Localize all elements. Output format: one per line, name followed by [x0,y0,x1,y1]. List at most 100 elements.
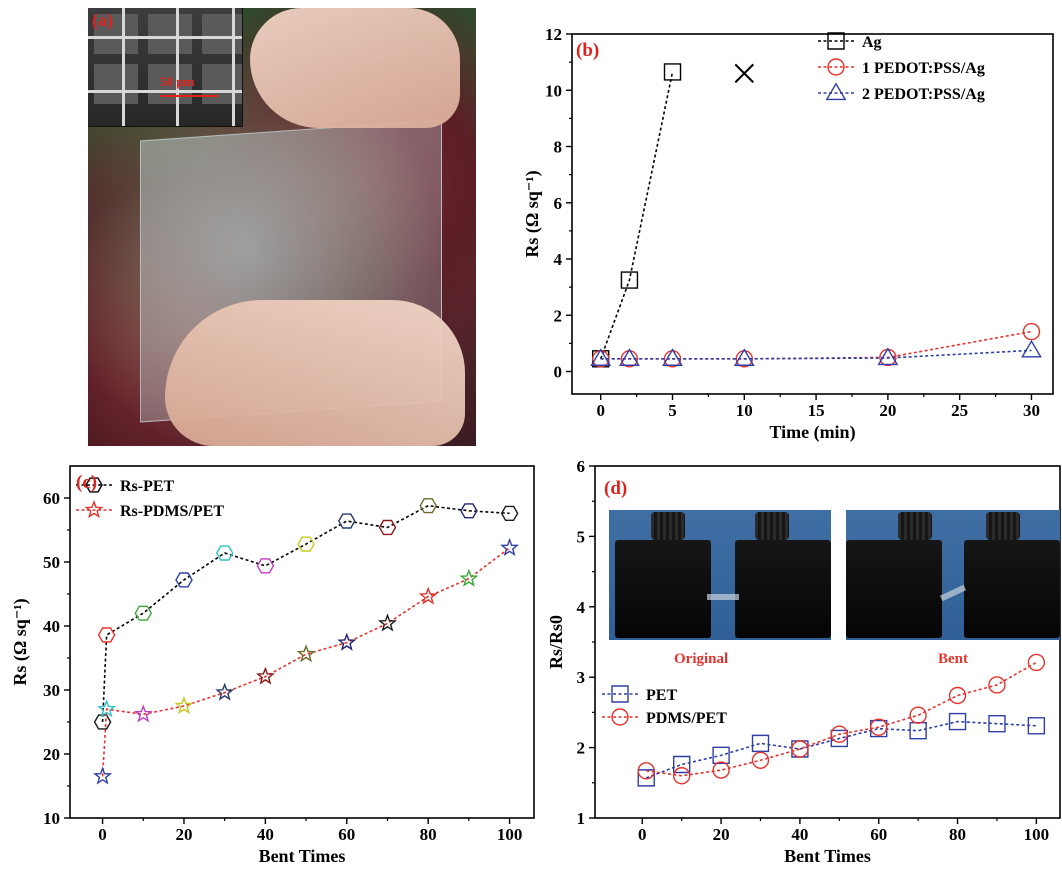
legend-label: Rs-PDMS/PET [120,503,224,520]
data-point [297,536,315,552]
legend-label: 2 PEDOT:PSS/Ag [862,86,985,103]
series-line [645,720,1037,779]
data-point [134,605,153,621]
y-tick-label: 2 [554,306,563,325]
x-tick-label: 80 [420,825,437,844]
data-point [419,498,438,514]
legend-label: Rs-PET [120,478,175,495]
legend-marker [611,708,629,726]
x-axis-label: Time (min) [769,422,855,443]
data-point [93,766,113,785]
y-tick-label: 6 [577,458,586,476]
legend-marker [85,477,103,493]
y-axis-label: Rs (Ω sq⁻¹) [10,598,31,685]
scale-bar [160,95,218,97]
data-point [663,63,682,81]
x-tick-label: 0 [98,825,107,844]
data-point [378,519,397,536]
series-rs-pdms-pet [93,537,520,785]
x-tick-label: 20 [879,401,896,420]
y-tick-label: 0 [554,363,563,382]
bending-fixture-original-photo [609,510,831,640]
y-tick-label: 20 [43,745,60,764]
data-point [418,586,438,605]
data-point [175,572,193,588]
series-line [101,504,510,723]
y-tick-label: 3 [577,668,586,687]
y-tick-label: 2 [577,739,586,758]
data-point [988,676,1006,694]
y-tick-label: 50 [43,553,60,572]
data-point [662,348,683,366]
panel-label: (c) [76,472,97,493]
plot-frame [571,33,1054,395]
plot-frame [69,465,535,819]
data-point [751,751,770,769]
x-axis-label: Bent Times [784,846,871,866]
data-point [712,761,730,779]
panel-label: (d) [604,478,627,499]
data-point [870,718,888,736]
scale-bar-label: 50 μm [160,74,195,89]
x-tick-label: 40 [791,825,808,844]
legend: Ag 1 PEDOT:PSS/Ag 2 PEDOT:PSS/Ag [818,32,985,103]
data-point [174,695,194,715]
legend: PET PDMS/PET [602,685,727,727]
data-point [296,644,316,663]
legend-marker [825,82,847,101]
x-tick-label: 0 [596,401,605,420]
data-point [459,568,479,587]
x-tick-label: 25 [951,401,968,420]
data-point [672,767,691,785]
x-tick-label: 0 [638,825,647,844]
x-tick-label: 80 [949,825,966,844]
data-point [133,704,153,723]
data-point [909,706,927,724]
data-point [460,503,478,519]
series-ag [592,63,682,368]
data-point [337,632,357,651]
legend-label: Ag [862,34,882,51]
data-point [500,537,520,557]
legend-marker [827,58,845,76]
data-point [590,348,612,366]
data-point [712,746,730,765]
data-point [791,740,809,758]
series-line [646,661,1037,777]
panel-label: (b) [576,40,599,61]
x-tick-label: 20 [175,825,192,844]
x-tick-label: 100 [497,825,523,844]
y-tick-label: 6 [554,194,563,213]
data-point [1022,322,1041,341]
chart-c-sheet-resistance-vs-bent-times: 0 20 40 60 80 100 10 20 30 40 50 60 Bent Times Rs (Ω … [10,465,535,866]
x-tick-label: 15 [808,401,825,420]
data-point [215,682,235,701]
data-point [97,627,116,643]
bending-fixture-bent-photo [846,510,1060,640]
y-tick-label: 10 [545,81,562,100]
data-point [620,271,639,289]
failure-cross-marker [734,63,755,84]
y-tick-label: 8 [554,138,563,157]
legend-label: PDMS/PET [646,710,727,727]
data-point [948,712,967,731]
data-point [988,714,1006,733]
y-tick-label: 4 [577,598,586,617]
series-line [599,71,674,360]
x-tick-label: 30 [1023,401,1040,420]
data-point [619,348,640,366]
x-axis-label: Bent Times [259,846,346,866]
chart-d-relative-resistance-vs-bent-times: 0 20 40 60 80 100 1 2 3 4 5 6 Bent Times Rs/Rs0 PET PDM… [546,458,1061,866]
y-tick-label: 4 [554,250,563,269]
data-point [909,722,927,740]
y-tick-label: 60 [43,489,60,508]
data-point [255,666,275,685]
series-pet [637,712,1046,787]
legend-marker [84,500,104,519]
data-point [97,699,117,718]
panel-a-label: (a) [92,10,113,30]
data-point [637,762,655,780]
chart-b-sheet-resistance-vs-time: 0 5 10 15 20 25 30 0 2 4 6 8 10 12 Time (min) Rs (Ω sq⁻… [522,25,1054,443]
legend-label: PET [646,687,677,704]
y-tick-label: 1 [577,809,586,828]
